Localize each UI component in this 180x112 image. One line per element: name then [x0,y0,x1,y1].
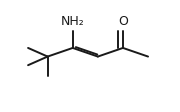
Text: O: O [118,15,128,28]
Text: NH₂: NH₂ [61,15,85,28]
